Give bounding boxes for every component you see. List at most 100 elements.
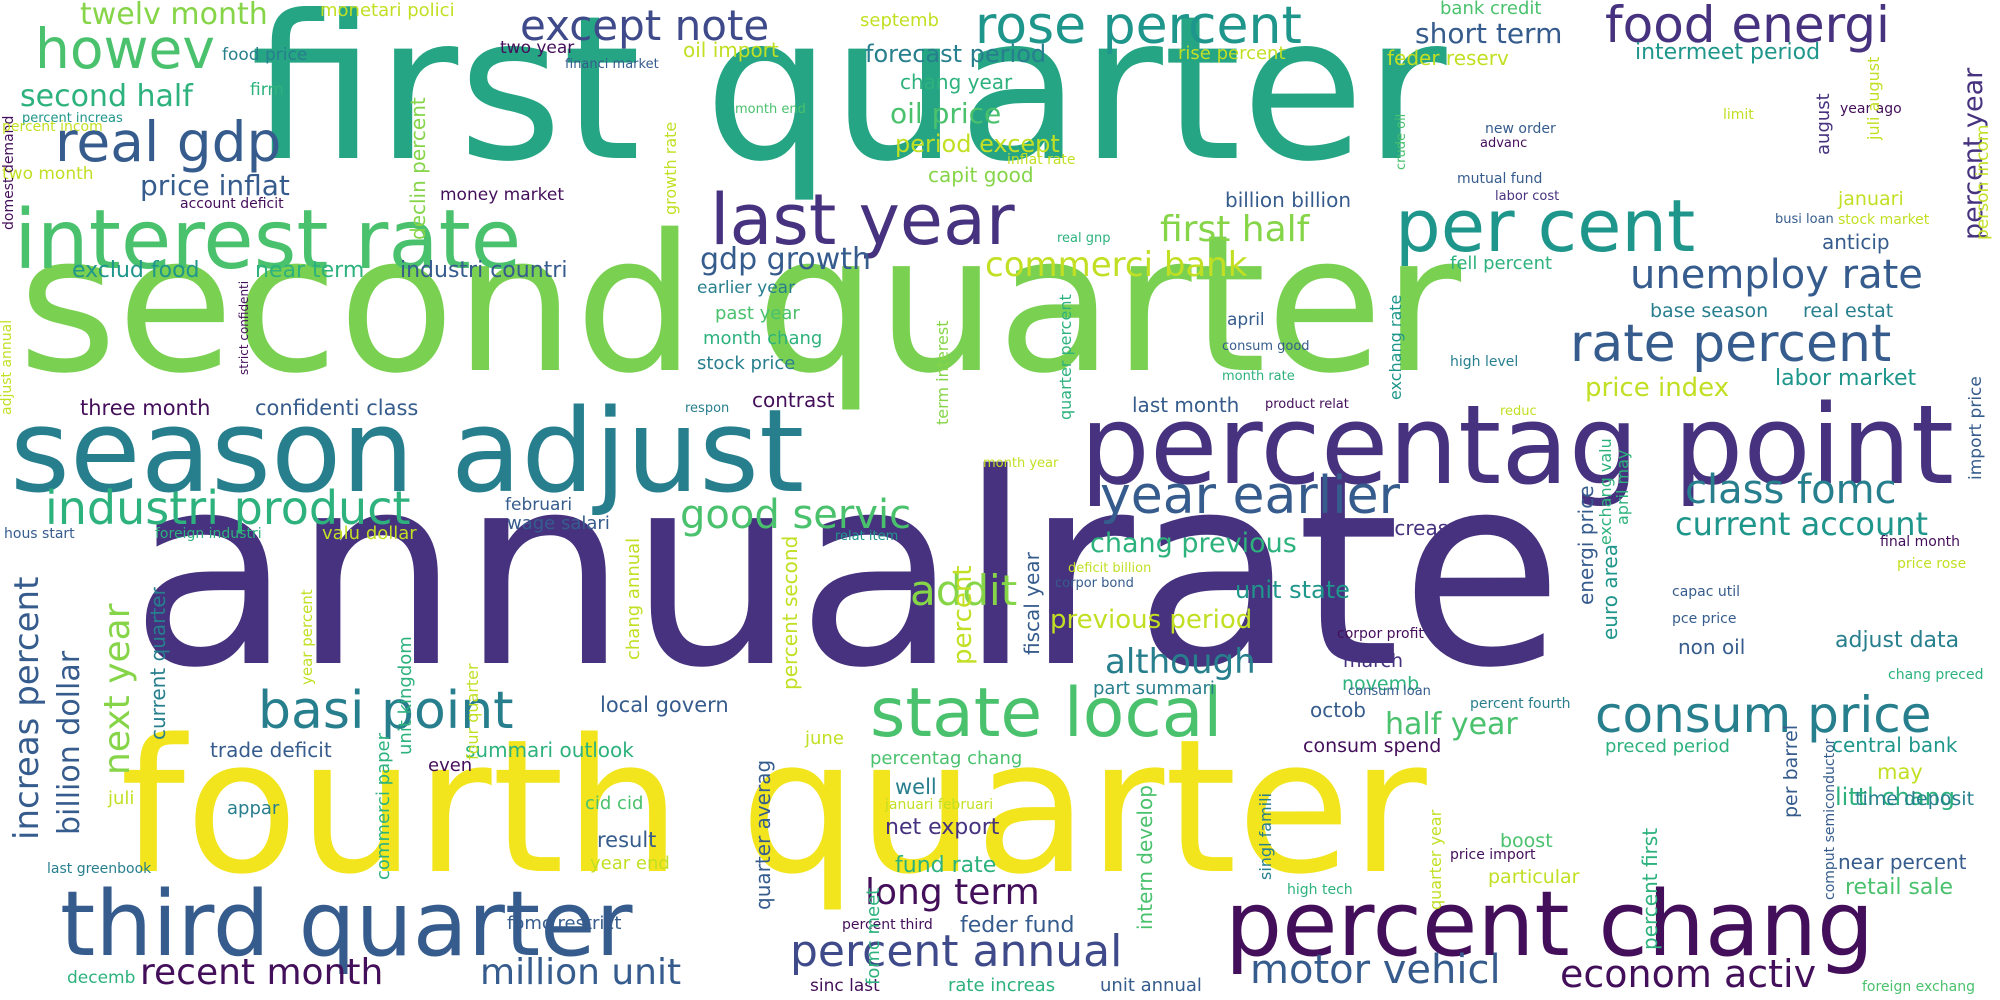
word: advanc xyxy=(1480,136,1528,151)
word: confidenti class xyxy=(255,396,419,420)
word: month year xyxy=(983,456,1059,471)
word: stock market xyxy=(1838,212,1930,228)
word: hous start xyxy=(4,526,75,542)
word: non oil xyxy=(1678,635,1746,659)
word: price index xyxy=(1585,373,1730,403)
word: well xyxy=(895,775,937,799)
word: product relat xyxy=(1265,397,1349,412)
word: unit kingdom xyxy=(395,636,416,755)
word: energi price xyxy=(1574,485,1598,605)
word: particular xyxy=(1488,866,1580,888)
word: percent incom xyxy=(2,119,103,135)
word: consum loan xyxy=(1348,684,1431,699)
word: base season xyxy=(1650,300,1769,322)
word: last month xyxy=(1132,393,1240,417)
word: monetari polici xyxy=(320,0,455,21)
word: billion dollar xyxy=(52,650,87,835)
word: capit good xyxy=(928,163,1034,187)
word: twelv month xyxy=(80,0,268,32)
word: year end xyxy=(590,853,670,874)
word: crude oil xyxy=(1394,113,1409,170)
word: anticip xyxy=(1822,230,1890,254)
word: near term xyxy=(255,258,365,283)
word: relat item xyxy=(835,529,899,544)
word: unit state xyxy=(1235,576,1350,604)
word: januari xyxy=(1838,188,1904,210)
word: wage salari xyxy=(507,513,610,534)
word: april xyxy=(1227,310,1265,330)
word: food price xyxy=(222,45,308,65)
word: rate xyxy=(1025,418,1564,726)
word: two month xyxy=(2,164,94,184)
word: second half xyxy=(20,79,193,114)
word: current account xyxy=(1675,505,1929,543)
word: long term xyxy=(865,872,1040,913)
word: class fomc xyxy=(1685,467,1897,513)
word: exchang rate xyxy=(1386,294,1405,400)
word: capac util xyxy=(1672,584,1741,600)
word: local govern xyxy=(600,693,729,717)
word: strict confidenti xyxy=(237,280,251,375)
word: june xyxy=(805,728,844,749)
word: busi loan xyxy=(1775,212,1834,227)
word: august xyxy=(1813,93,1834,155)
word: percent first xyxy=(1638,827,1662,950)
word: month rate xyxy=(1222,369,1295,384)
word: final month xyxy=(1880,534,1961,550)
word: unit annual xyxy=(1100,975,1202,996)
word: previous period xyxy=(1050,605,1253,635)
word: fomc restrict xyxy=(507,913,622,934)
word: gdp growth xyxy=(700,242,872,277)
word: price rose xyxy=(1897,556,1967,572)
word: quarter year xyxy=(1426,809,1445,910)
word: inflat rate xyxy=(1007,152,1076,168)
word: labor market xyxy=(1775,366,1917,391)
word: per cent xyxy=(1395,184,1696,268)
word: novemb xyxy=(1342,673,1420,695)
word: chang previous xyxy=(1090,528,1297,559)
word: retail sale xyxy=(1845,875,1954,900)
word: adjust data xyxy=(1835,628,1960,653)
word: month chang xyxy=(703,328,823,349)
word: person incom xyxy=(1973,124,1993,240)
word: februari xyxy=(505,495,573,515)
word: fell percent xyxy=(1450,253,1553,274)
word: billion billion xyxy=(1225,188,1352,212)
word: rose percent xyxy=(975,0,1302,56)
word: valu dollar xyxy=(322,523,417,544)
word: net export xyxy=(885,815,1000,840)
word: interest rate xyxy=(14,193,522,288)
word: percent increas xyxy=(22,111,123,126)
word: appar xyxy=(227,798,280,819)
word: percentag chang xyxy=(870,748,1023,769)
word: last greenbook xyxy=(47,861,152,877)
word: april may xyxy=(1613,449,1632,525)
word: may xyxy=(1877,760,1923,784)
word: chang preced xyxy=(1888,667,1984,683)
word: next year xyxy=(97,603,138,775)
word: near percent xyxy=(1838,850,1967,874)
word: three month xyxy=(80,396,211,420)
word: percent second xyxy=(778,535,802,690)
word: respon xyxy=(685,401,730,416)
word: fourth quarter xyxy=(120,699,1427,915)
word: annual xyxy=(130,418,1033,726)
word: real estat xyxy=(1803,300,1894,322)
word: million unit xyxy=(480,952,682,993)
word: year percent xyxy=(298,589,316,685)
word: account deficit xyxy=(180,196,284,212)
word: chang annual xyxy=(623,537,644,660)
word: limit xyxy=(1723,107,1754,123)
word: labor cost xyxy=(1495,189,1560,204)
word: rise percent xyxy=(1178,43,1286,64)
word: stock price xyxy=(697,353,796,374)
word: addit xyxy=(910,566,1018,615)
word: result xyxy=(597,828,657,852)
word: fiscal year xyxy=(1020,552,1044,655)
word: fund rate xyxy=(895,853,997,878)
word: consum spend xyxy=(1303,735,1442,757)
word: basi point xyxy=(258,681,514,741)
word: summari outlook xyxy=(465,738,634,762)
word: cid cid xyxy=(585,793,644,814)
